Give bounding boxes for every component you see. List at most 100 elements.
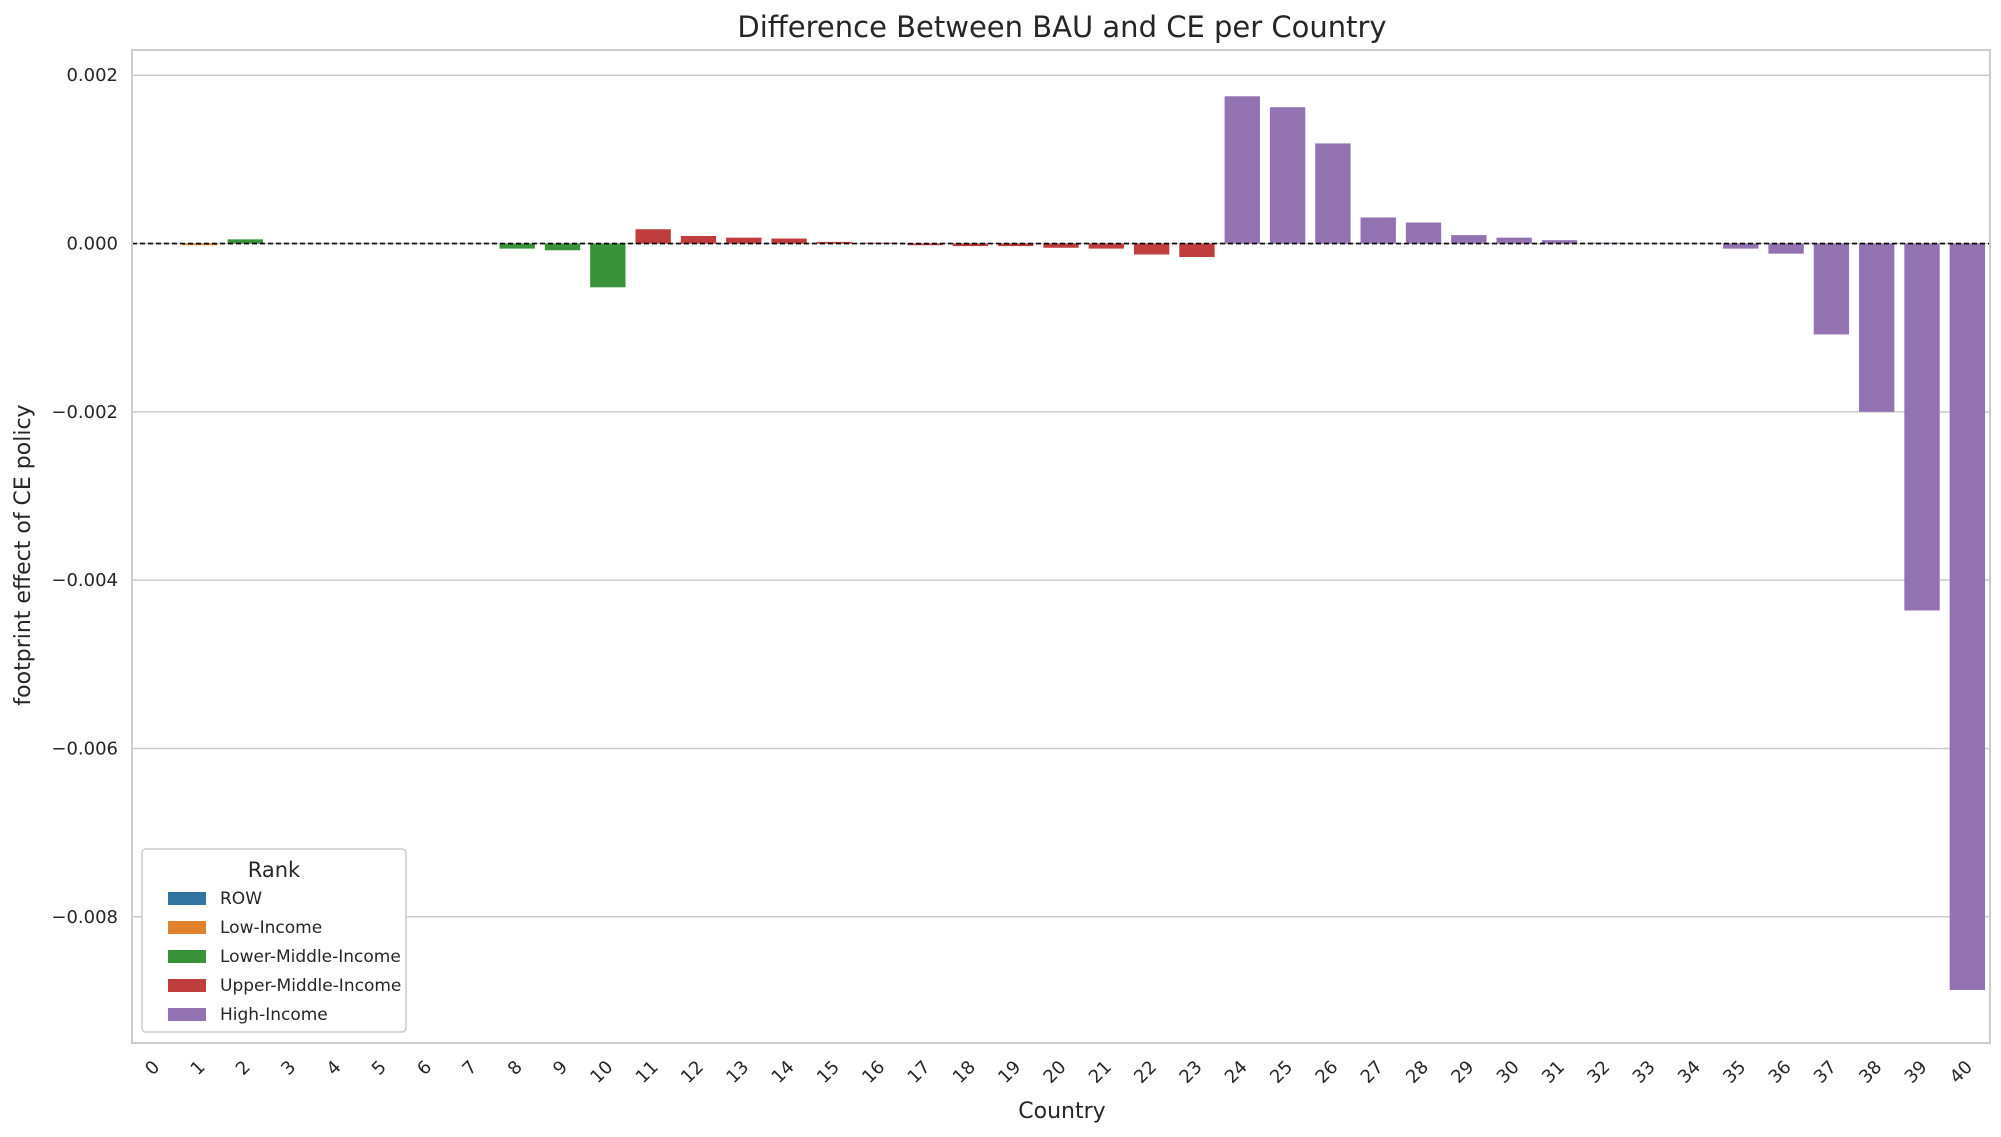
bar-country-8	[499, 243, 535, 249]
bar-country-20	[1043, 243, 1079, 248]
x-tick-label: 14	[768, 1057, 799, 1088]
x-tick-label: 13	[722, 1057, 753, 1088]
legend-label: Low-Income	[220, 918, 322, 938]
x-tick-label: 19	[994, 1057, 1025, 1088]
bar-country-26	[1315, 143, 1351, 244]
x-tick-label: 9	[549, 1057, 572, 1080]
bar-country-25	[1269, 107, 1306, 244]
x-tick-label: 25	[1266, 1057, 1297, 1088]
bar-country-13	[726, 237, 762, 244]
y-tick-label: −0.004	[51, 570, 118, 591]
x-tick-label: 10	[586, 1057, 617, 1088]
x-tick-label: 39	[1901, 1057, 1932, 1088]
legend-box	[141, 848, 407, 1033]
bar-country-24	[1224, 96, 1260, 244]
y-axis-ticks: 0.002 0.000 −0.002 −0.004 −0.006 −0.008	[51, 65, 118, 928]
bar-country-19	[998, 243, 1034, 247]
y-tick-label: 0.002	[66, 65, 118, 86]
bar-country-40	[1949, 243, 1986, 990]
x-tick-label: 6	[413, 1057, 436, 1080]
bar-country-28	[1405, 222, 1442, 244]
x-tick-label: 15	[813, 1057, 844, 1088]
x-tick-label: 3	[277, 1057, 300, 1080]
x-tick-label: 28	[1402, 1057, 1433, 1088]
x-tick-label: 32	[1583, 1057, 1614, 1088]
x-tick-label: 37	[1810, 1057, 1841, 1088]
x-tick-label: 23	[1175, 1057, 1206, 1088]
x-tick-label: 24	[1221, 1057, 1252, 1088]
legend-label: Upper-Middle-Income	[220, 976, 401, 996]
x-tick-label: 38	[1855, 1057, 1886, 1088]
x-tick-label: 4	[323, 1057, 346, 1080]
legend-swatch	[168, 892, 206, 905]
x-tick-label: 18	[949, 1057, 980, 1088]
legend-entries: ROW Low-Income Lower-Middle-Income Upper-Mi…	[168, 889, 401, 1025]
x-tick-label: 35	[1719, 1057, 1750, 1088]
x-tick-label: 33	[1629, 1057, 1660, 1088]
y-tick-label: −0.008	[51, 907, 118, 928]
legend-swatch	[168, 950, 206, 963]
gridlines	[132, 74, 1990, 918]
legend-swatch	[168, 921, 206, 934]
bar-country-22	[1133, 243, 1170, 255]
x-tick-label: 27	[1357, 1057, 1388, 1088]
legend-label: High-Income	[220, 1005, 328, 1025]
bar-country-29	[1451, 235, 1487, 244]
bar-country-12	[680, 235, 717, 244]
bar-country-2	[227, 239, 263, 244]
x-axis-label: Country	[1018, 1099, 1105, 1124]
x-tick-label: 0	[141, 1057, 164, 1080]
plot-frame	[131, 49, 1991, 1044]
x-tick-label: 17	[904, 1057, 935, 1088]
x-tick-label: 22	[1130, 1057, 1161, 1088]
x-tick-label: 12	[677, 1057, 708, 1088]
bar-country-15	[816, 241, 853, 244]
bar-country-17	[907, 243, 943, 246]
legend: Rank ROW Low-Income Lower-Middle-Income Upp…	[141, 848, 407, 1033]
x-tick-label: 29	[1447, 1057, 1478, 1088]
legend-label: Lower-Middle-Income	[220, 947, 401, 967]
x-tick-label: 34	[1674, 1057, 1705, 1088]
x-tick-label: 26	[1311, 1057, 1342, 1088]
x-tick-label: 8	[504, 1057, 527, 1080]
y-axis-label: footprint effect of CE policy	[11, 404, 36, 705]
x-tick-label: 31	[1538, 1057, 1569, 1088]
bar-country-23	[1179, 243, 1215, 258]
x-tick-label: 20	[1039, 1057, 1070, 1088]
bar-country-11	[635, 229, 671, 244]
x-tick-label: 5	[368, 1057, 391, 1080]
bar-country-27	[1360, 217, 1396, 244]
x-axis-ticks: 0 1 2 3 4 5 6 7 8 9 10 11 12 13 14 15 16 17 18 19 20 21 22 23 24…	[141, 1057, 1977, 1088]
bar-country-31	[1541, 240, 1578, 244]
x-tick-label: 16	[858, 1057, 889, 1088]
x-tick-label: 11	[632, 1057, 663, 1088]
x-tick-label: 36	[1765, 1057, 1796, 1088]
bar-country-9	[544, 243, 581, 251]
bar-country-39	[1904, 243, 1940, 611]
x-tick-label: 21	[1085, 1057, 1116, 1088]
x-tick-label: 2	[232, 1057, 255, 1080]
x-tick-label: 30	[1493, 1057, 1524, 1088]
y-tick-label: −0.002	[51, 402, 118, 423]
x-tick-label: 1	[187, 1057, 210, 1080]
y-tick-label: −0.006	[51, 738, 118, 759]
bar-country-18	[952, 243, 989, 247]
x-tick-label: 7	[458, 1057, 481, 1080]
chart-title: Difference Between BAU and CE per Countr…	[737, 10, 1386, 44]
bar-country-35	[1723, 243, 1759, 249]
bar-country-21	[1088, 243, 1124, 249]
y-tick-label: 0.000	[66, 234, 118, 255]
legend-swatch	[168, 979, 206, 992]
bar-country-1	[182, 243, 218, 246]
legend-swatch	[168, 1008, 206, 1021]
bar-country-14	[771, 238, 807, 244]
bar-country-30	[1496, 237, 1532, 244]
legend-label: ROW	[220, 889, 262, 909]
bar-country-37	[1813, 243, 1850, 335]
bar-country-10	[590, 243, 626, 288]
bar-country-38	[1859, 243, 1895, 412]
bar-country-36	[1768, 243, 1804, 254]
legend-title: Rank	[248, 858, 301, 882]
x-tick-label: 40	[1946, 1057, 1977, 1088]
